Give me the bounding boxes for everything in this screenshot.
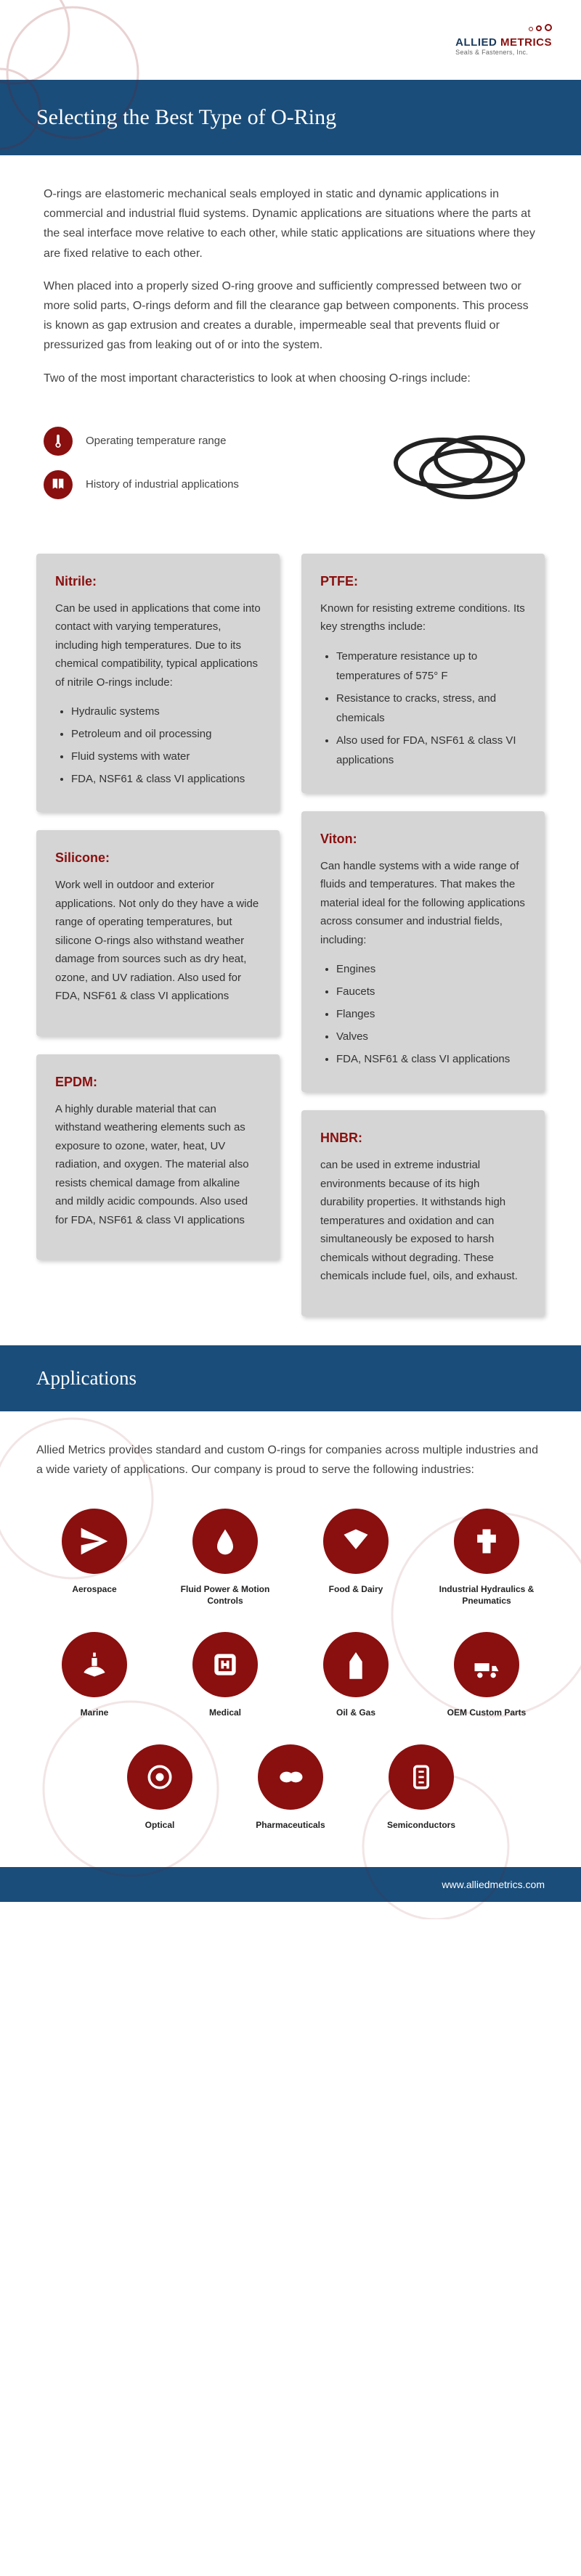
material-text: Work well in outdoor and exterior applic… [55, 876, 261, 1006]
material-text: Can be used in applications that come in… [55, 599, 261, 692]
material-card-hnbr: HNBR: can be used in extreme industrial … [301, 1110, 545, 1316]
app-label: OEM Custom Parts [428, 1707, 545, 1719]
applications-intro: Allied Metrics provides standard and cus… [36, 1440, 545, 1480]
industry-icon [192, 1509, 258, 1574]
material-card-viton: Viton: Can handle systems with a wide ra… [301, 811, 545, 1093]
app-label: Semiconductors [363, 1820, 479, 1831]
material-card-nitrile: Nitrile: Can be used in applications tha… [36, 554, 280, 813]
industry-icon [62, 1632, 127, 1697]
material-text: A highly durable material that can withs… [55, 1100, 261, 1230]
material-title: EPDM: [55, 1075, 261, 1090]
app-item: Optical [102, 1744, 218, 1831]
material-card-ptfe: PTFE: Known for resisting extreme condit… [301, 554, 545, 793]
app-label: Optical [102, 1820, 218, 1831]
thermometer-icon [44, 427, 73, 456]
app-label: Aerospace [36, 1584, 153, 1596]
industry-icon [454, 1509, 519, 1574]
applications-grid: Aerospace Fluid Power & Motion Controls Fo… [36, 1509, 545, 1719]
characteristics-row: Operating temperature range History of i… [0, 416, 581, 539]
material-list: Hydraulic systems Petroleum and oil proc… [55, 702, 261, 789]
material-title: Silicone: [55, 850, 261, 866]
intro-para: Two of the most important characteristic… [44, 369, 537, 388]
app-item: Industrial Hydraulics & Pneumatics [428, 1509, 545, 1607]
industry-icon [127, 1744, 192, 1810]
logo-subtitle: Seals & Fasteners, Inc. [455, 49, 552, 56]
material-text: Known for resisting extreme conditions. … [320, 599, 526, 636]
app-item: Marine [36, 1632, 153, 1719]
app-label: Fluid Power & Motion Controls [167, 1584, 283, 1607]
material-title: Nitrile: [55, 574, 261, 589]
material-title: Viton: [320, 832, 526, 847]
intro-para: When placed into a properly sized O-ring… [44, 276, 537, 356]
material-text: Can handle systems with a wide range of … [320, 857, 526, 950]
intro-section: O-rings are elastomeric mechanical seals… [0, 155, 581, 416]
app-label: Industrial Hydraulics & Pneumatics [428, 1584, 545, 1607]
header: ALLIED METRICS Seals & Fasteners, Inc. [0, 0, 581, 80]
app-label: Medical [167, 1707, 283, 1719]
material-list: Engines Faucets Flanges Valves FDA, NSF6… [320, 959, 526, 1069]
app-label: Food & Dairy [298, 1584, 414, 1596]
characteristic-label: History of industrial applications [86, 478, 239, 491]
material-card-epdm: EPDM: A highly durable material that can… [36, 1054, 280, 1260]
material-title: HNBR: [320, 1131, 526, 1146]
intro-para: O-rings are elastomeric mechanical seals… [44, 184, 537, 263]
material-list: Temperature resistance up to temperature… [320, 647, 526, 770]
industry-icon [323, 1509, 389, 1574]
applications-section: Allied Metrics provides standard and cus… [0, 1411, 581, 1868]
app-item: Oil & Gas [298, 1632, 414, 1719]
industry-icon [323, 1632, 389, 1697]
industry-icon [454, 1632, 519, 1697]
logo: ALLIED METRICS Seals & Fasteners, Inc. [455, 22, 552, 56]
app-item: Fluid Power & Motion Controls [167, 1509, 283, 1607]
app-item: Pharmaceuticals [232, 1744, 349, 1831]
book-icon [44, 470, 73, 499]
app-item: Semiconductors [363, 1744, 479, 1831]
industry-icon [192, 1632, 258, 1697]
materials-grid: Nitrile: Can be used in applications tha… [0, 539, 581, 1345]
app-item: OEM Custom Parts [428, 1632, 545, 1719]
app-label: Pharmaceuticals [232, 1820, 349, 1831]
material-card-silicone: Silicone: Work well in outdoor and exter… [36, 830, 280, 1036]
decorative-circles [0, 0, 145, 160]
app-item: Medical [167, 1632, 283, 1719]
material-text: can be used in extreme industrial enviro… [320, 1156, 526, 1286]
industry-icon [389, 1744, 454, 1810]
industry-icon [258, 1744, 323, 1810]
material-title: PTFE: [320, 574, 526, 589]
app-item: Food & Dairy [298, 1509, 414, 1607]
orings-image [378, 423, 537, 517]
characteristic-item: Operating temperature range [44, 427, 356, 456]
logo-dots [455, 22, 552, 35]
applications-grid-row3: Optical Pharmaceuticals Semiconductors [102, 1744, 479, 1831]
industry-icon [62, 1509, 127, 1574]
app-label: Oil & Gas [298, 1707, 414, 1719]
applications-title: Applications [0, 1345, 581, 1411]
logo-text: ALLIED METRICS [455, 36, 552, 49]
app-label: Marine [36, 1707, 153, 1719]
app-item: Aerospace [36, 1509, 153, 1607]
characteristic-item: History of industrial applications [44, 470, 356, 499]
characteristic-label: Operating temperature range [86, 435, 226, 447]
